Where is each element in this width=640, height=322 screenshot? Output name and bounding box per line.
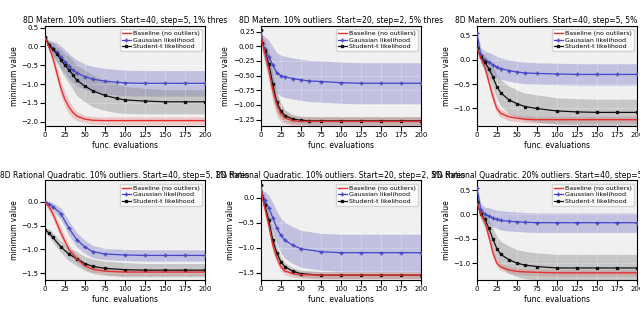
X-axis label: func. evaluations: func. evaluations xyxy=(524,140,590,149)
X-axis label: func. evaluations: func. evaluations xyxy=(308,295,374,304)
Title: 8D Matern. 10% outliers. Start=20, step=2, 5% thres: 8D Matern. 10% outliers. Start=20, step=… xyxy=(239,16,443,25)
Title: 8D Matern. 10% outliers. Start=40, step=5, 1% thres: 8D Matern. 10% outliers. Start=40, step=… xyxy=(22,16,227,25)
Legend: Baseline (no outliers), Gaussian likelihood, Student-t likelihood: Baseline (no outliers), Gaussian likelih… xyxy=(552,29,634,51)
Legend: Baseline (no outliers), Gaussian likelihood, Student-t likelihood: Baseline (no outliers), Gaussian likelih… xyxy=(552,184,634,206)
Title: 8D Matern. 20% outliers. Start=40, step=5, 5% thres: 8D Matern. 20% outliers. Start=40, step=… xyxy=(454,16,640,25)
Legend: Baseline (no outliers), Gaussian likelihood, Student-t likelihood: Baseline (no outliers), Gaussian likelih… xyxy=(120,184,202,206)
Title: 8D Rational Quadratic. 10% outliers. Start=40, step=5, 1% thres: 8D Rational Quadratic. 10% outliers. Sta… xyxy=(0,171,250,180)
Y-axis label: minimum value: minimum value xyxy=(226,200,235,260)
Legend: Baseline (no outliers), Gaussian likelihood, Student-t likelihood: Baseline (no outliers), Gaussian likelih… xyxy=(336,184,418,206)
X-axis label: func. evaluations: func. evaluations xyxy=(524,295,590,304)
Y-axis label: minimum value: minimum value xyxy=(442,200,451,260)
Y-axis label: minimum value: minimum value xyxy=(10,46,19,106)
X-axis label: func. evaluations: func. evaluations xyxy=(308,140,374,149)
Y-axis label: minimum value: minimum value xyxy=(442,46,451,106)
Legend: Baseline (no outliers), Gaussian likelihood, Student-t likelihood: Baseline (no outliers), Gaussian likelih… xyxy=(336,29,418,51)
X-axis label: func. evaluations: func. evaluations xyxy=(92,295,158,304)
Y-axis label: minimum value: minimum value xyxy=(221,46,230,106)
Title: 8D Rational Quadratic. 20% outliers. Start=40, step=5, 5% thres: 8D Rational Quadratic. 20% outliers. Sta… xyxy=(432,171,640,180)
Title: 8D Rational Quadratic. 10% outliers. Start=20, step=2, 5% thres: 8D Rational Quadratic. 10% outliers. Sta… xyxy=(216,171,465,180)
Legend: Baseline (no outliers), Gaussian likelihood, Student-t likelihood: Baseline (no outliers), Gaussian likelih… xyxy=(120,29,202,51)
Y-axis label: minimum value: minimum value xyxy=(10,200,19,260)
X-axis label: func. evaluations: func. evaluations xyxy=(92,140,158,149)
